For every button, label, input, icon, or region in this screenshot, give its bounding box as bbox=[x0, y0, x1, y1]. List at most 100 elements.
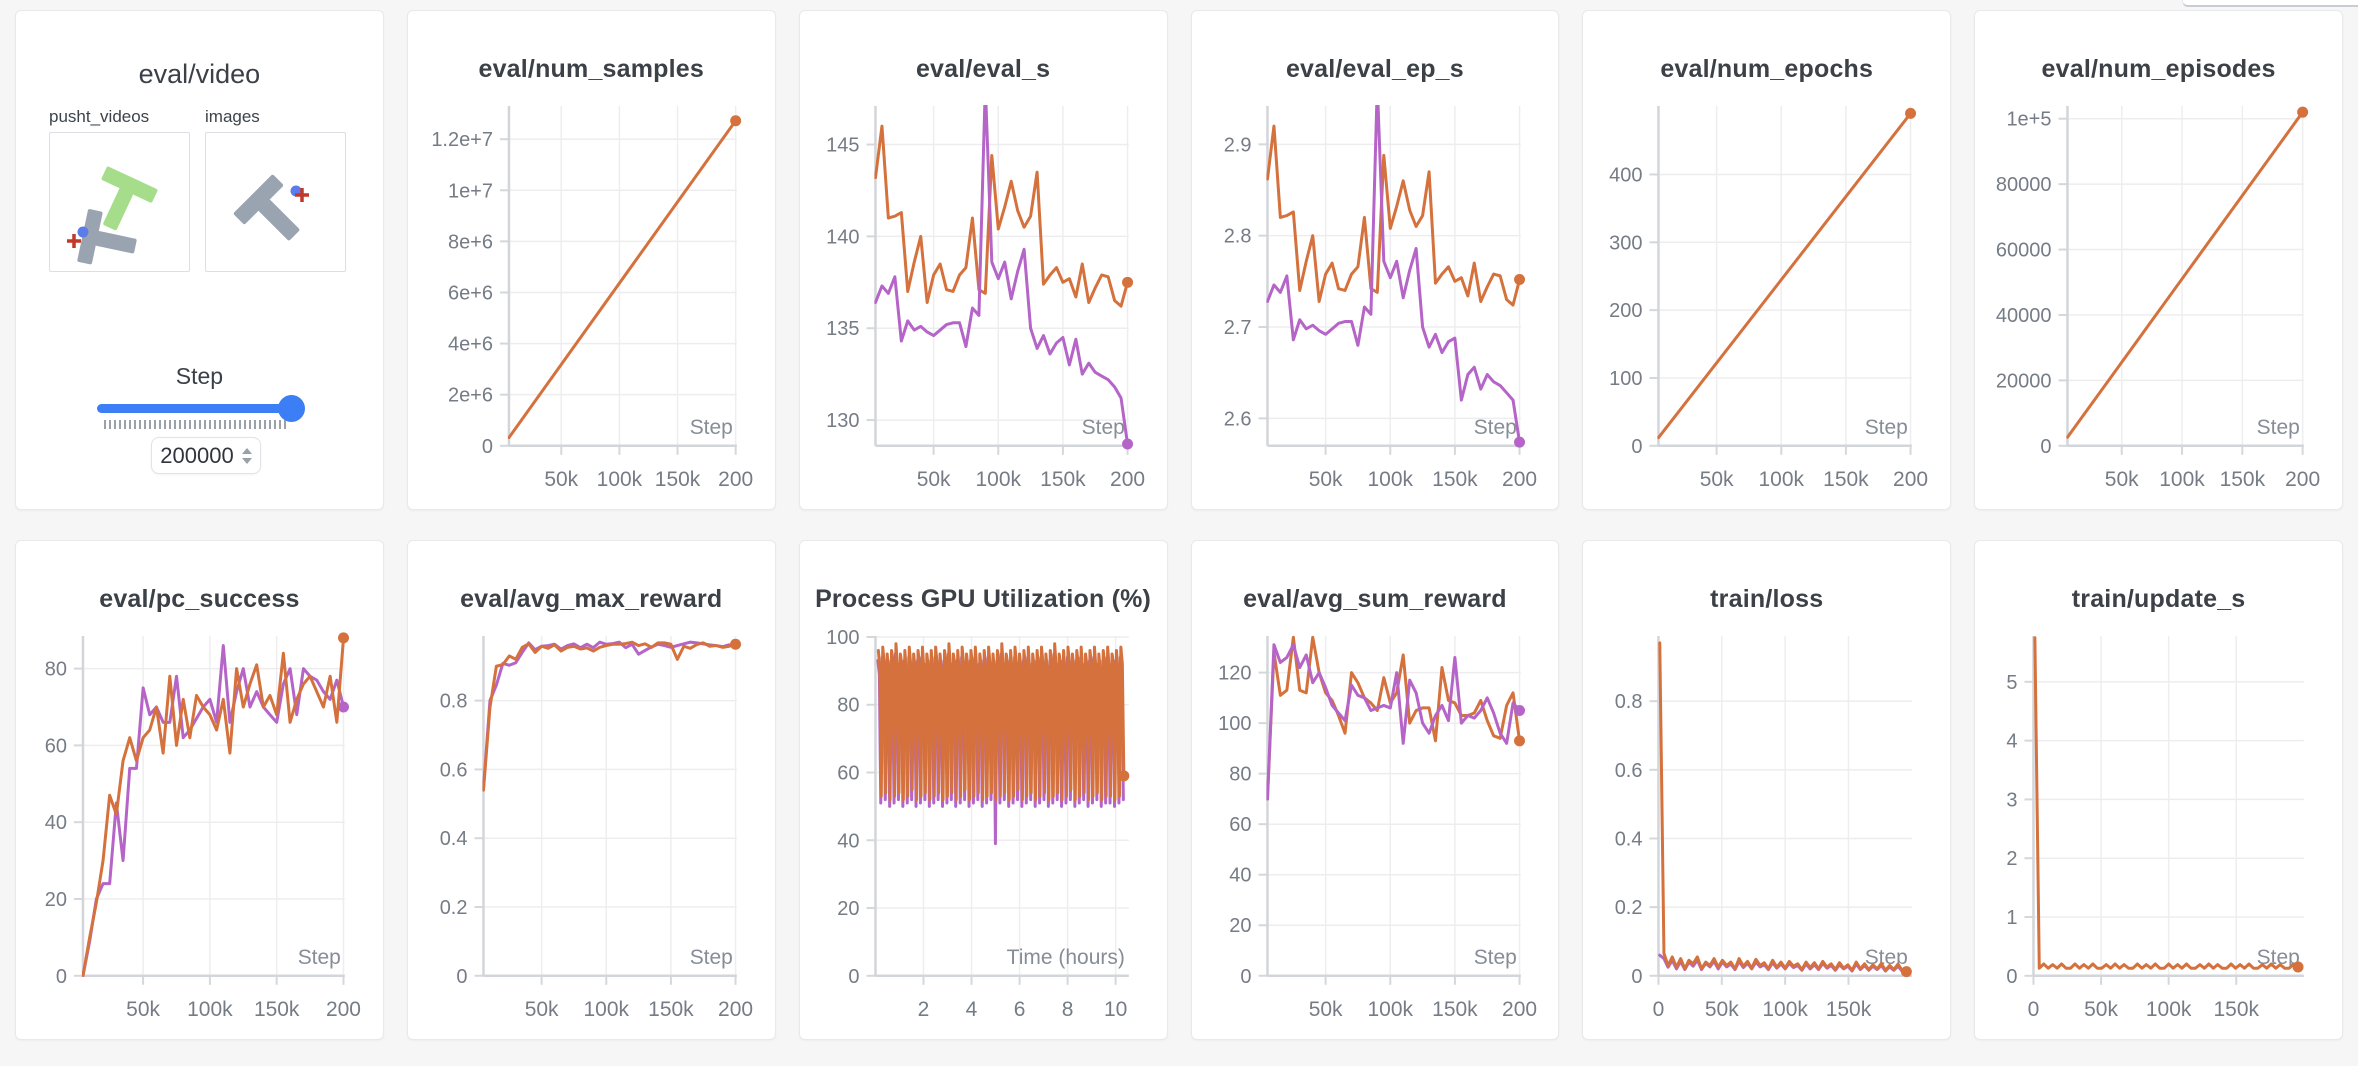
svg-text:Time (hours): Time (hours) bbox=[1006, 946, 1124, 969]
svg-text:50k: 50k bbox=[2105, 468, 2139, 491]
svg-text:0: 0 bbox=[2028, 998, 2040, 1021]
svg-text:150k: 150k bbox=[1432, 468, 1478, 491]
svg-text:200: 200 bbox=[1502, 998, 1537, 1021]
chart-title: eval/num_samples bbox=[478, 55, 705, 83]
step-value[interactable]: 200000 bbox=[160, 442, 234, 468]
svg-text:100k: 100k bbox=[2159, 468, 2205, 491]
svg-text:1: 1 bbox=[2007, 907, 2018, 929]
pusht-video-thumbnail[interactable] bbox=[49, 132, 190, 272]
gray-t-block bbox=[77, 209, 137, 265]
svg-text:60: 60 bbox=[837, 763, 859, 785]
svg-text:400: 400 bbox=[1609, 164, 1642, 186]
svg-text:0: 0 bbox=[1632, 966, 1643, 988]
svg-text:80: 80 bbox=[45, 659, 67, 681]
svg-text:150k: 150k bbox=[655, 468, 701, 491]
svg-text:4: 4 bbox=[965, 998, 977, 1021]
svg-text:1e+7: 1e+7 bbox=[448, 180, 493, 202]
slider-track[interactable] bbox=[97, 395, 305, 422]
svg-text:150k: 150k bbox=[2220, 468, 2266, 491]
chart-plot-eval-pc-success[interactable]: 0 20 40 60 80 50k 100k 150k 200 Step bbox=[16, 541, 383, 1039]
svg-text:0: 0 bbox=[1632, 436, 1643, 458]
svg-text:300: 300 bbox=[1609, 232, 1642, 254]
svg-text:6e+6: 6e+6 bbox=[448, 282, 493, 304]
svg-text:0.8: 0.8 bbox=[440, 691, 468, 713]
svg-text:Step: Step bbox=[298, 946, 341, 969]
svg-text:0: 0 bbox=[2040, 436, 2051, 458]
svg-text:60000: 60000 bbox=[1996, 240, 2052, 262]
stepper bbox=[241, 447, 252, 464]
chart-plot-eval-avg-max-reward[interactable]: 0 0.2 0.4 0.6 0.8 50k 100k 150k 200 Step bbox=[408, 541, 775, 1039]
svg-text:100k: 100k bbox=[2146, 998, 2192, 1021]
svg-text:150k: 150k bbox=[648, 998, 694, 1021]
svg-text:0.8: 0.8 bbox=[1615, 691, 1643, 713]
chart-plot-train-update-s[interactable]: 0 1 2 3 4 5 0 50k 100k 150k Step bbox=[1975, 541, 2342, 1039]
chart-plot-eval-eval-s[interactable]: 130 135 140 145 50k 100k 150k 200 Step bbox=[800, 11, 1167, 509]
svg-text:0.4: 0.4 bbox=[440, 828, 468, 850]
chart-panel-eval-num-epochs: eval/num_epochs 0 100 200 300 400 50k 100k 150k… bbox=[1582, 10, 1952, 510]
svg-text:50k: 50k bbox=[1308, 998, 1342, 1021]
svg-text:5: 5 bbox=[2007, 672, 2018, 694]
svg-text:135: 135 bbox=[826, 318, 859, 340]
chart-title: eval/eval_s bbox=[915, 55, 1051, 83]
svg-text:150k: 150k bbox=[2214, 998, 2260, 1021]
svg-text:40: 40 bbox=[45, 812, 67, 834]
svg-text:100k: 100k bbox=[596, 468, 642, 491]
svg-text:150k: 150k bbox=[254, 998, 300, 1021]
svg-text:20: 20 bbox=[837, 898, 859, 920]
svg-text:1e+5: 1e+5 bbox=[2007, 109, 2052, 131]
media-item-images: images bbox=[205, 107, 346, 272]
chart-panel-eval-pc-success: eval/pc_success 0 20 40 60 80 50k 100k 150k 200 S… bbox=[15, 540, 384, 1040]
agent-dot-icon bbox=[77, 226, 89, 238]
svg-text:100k: 100k bbox=[1763, 998, 1809, 1021]
svg-text:0: 0 bbox=[56, 966, 67, 988]
chart-title: eval/pc_success bbox=[99, 585, 300, 613]
svg-text:1.2e+7: 1.2e+7 bbox=[431, 129, 493, 151]
svg-text:50k: 50k bbox=[1705, 998, 1739, 1021]
svg-text:80: 80 bbox=[1229, 764, 1251, 786]
step-slider[interactable] bbox=[97, 395, 305, 429]
svg-text:0: 0 bbox=[2007, 966, 2018, 988]
chart-title: eval/num_epochs bbox=[1660, 55, 1874, 83]
svg-text:6: 6 bbox=[1013, 998, 1025, 1021]
slider-thumb[interactable] bbox=[278, 395, 305, 422]
svg-text:200: 200 bbox=[718, 998, 753, 1021]
svg-text:10: 10 bbox=[1104, 998, 1127, 1021]
image-thumbnail[interactable] bbox=[205, 132, 346, 272]
svg-text:145: 145 bbox=[826, 135, 859, 157]
chart-plot-process-gpu-utilization[interactable]: 0 20 40 60 80 100 2 4 6 8 10 Time (hours) bbox=[800, 541, 1167, 1039]
svg-text:100: 100 bbox=[1218, 713, 1251, 735]
svg-text:200: 200 bbox=[326, 998, 361, 1021]
svg-text:140: 140 bbox=[826, 226, 859, 248]
svg-text:4e+6: 4e+6 bbox=[448, 334, 493, 356]
chart-panel-eval-num-episodes: eval/num_episodes 0 20000 40000 60000 80000 1… bbox=[1974, 10, 2343, 510]
svg-text:40000: 40000 bbox=[1996, 305, 2052, 327]
svg-text:2.9: 2.9 bbox=[1223, 134, 1251, 156]
svg-text:3: 3 bbox=[2007, 789, 2018, 811]
stepper-up-icon[interactable] bbox=[241, 447, 252, 454]
svg-text:2.6: 2.6 bbox=[1223, 408, 1251, 430]
chart-panel-train-update-s: train/update_s 0 1 2 3 4 5 0 50k 100k 150k Step bbox=[1974, 540, 2343, 1040]
chart-plot-eval-num-epochs[interactable]: 0 100 200 300 400 50k 100k 150k 200 Step bbox=[1583, 11, 1950, 509]
green-t-block bbox=[101, 166, 158, 231]
step-number-input[interactable]: 200000 bbox=[151, 437, 261, 474]
chart-plot-eval-avg-sum-reward[interactable]: 0 20 40 60 80 100 120 50k 100k 150k 200 Step bbox=[1192, 541, 1559, 1039]
svg-text:50k: 50k bbox=[1700, 468, 1734, 491]
svg-text:50k: 50k bbox=[916, 468, 950, 491]
media-label: pusht_videos bbox=[49, 107, 150, 126]
stepper-down-icon[interactable] bbox=[241, 457, 252, 464]
svg-text:200: 200 bbox=[1110, 468, 1145, 491]
chart-plot-eval-num-samples[interactable]: 0 2e+6 4e+6 6e+6 8e+6 1e+7 1.2e+7 50k 100k 150k 20… bbox=[408, 11, 775, 509]
svg-text:50k: 50k bbox=[544, 468, 578, 491]
svg-text:40: 40 bbox=[837, 830, 859, 852]
chart-plot-eval-eval-ep-s[interactable]: 2.6 2.7 2.8 2.9 50k 100k 150k 200 Step bbox=[1192, 11, 1559, 509]
svg-text:60: 60 bbox=[45, 735, 67, 757]
svg-text:150k: 150k bbox=[1823, 468, 1869, 491]
chart-title: train/loss bbox=[1710, 585, 1824, 613]
svg-text:100: 100 bbox=[1609, 368, 1642, 390]
chart-panel-eval-eval-ep-s: eval/eval_ep_s 2.6 2.7 2.8 2.9 50k 100k 150k 20… bbox=[1190, 10, 1560, 510]
svg-text:0.6: 0.6 bbox=[1615, 760, 1643, 782]
svg-text:0: 0 bbox=[1653, 998, 1665, 1021]
chart-plot-eval-num-episodes[interactable]: 0 20000 40000 60000 80000 1e+5 50k 100k 150k 200 S… bbox=[1975, 11, 2342, 509]
